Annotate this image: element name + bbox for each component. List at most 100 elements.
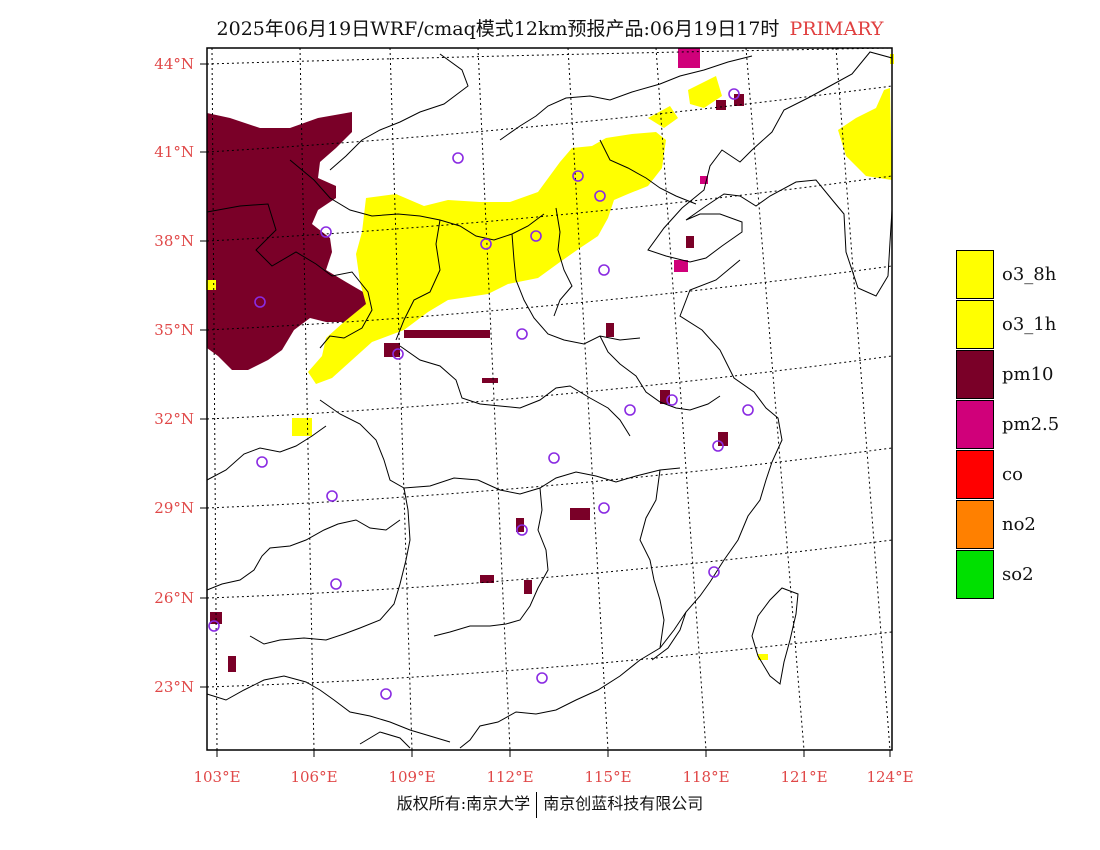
pm10-patch-3 bbox=[686, 236, 694, 248]
lat-line-44 bbox=[206, 47, 893, 65]
o3-region-north-band bbox=[308, 132, 666, 384]
pm10-patch-2 bbox=[384, 343, 400, 357]
station-marker bbox=[624, 404, 636, 416]
border-4 bbox=[511, 233, 641, 345]
pm10-patch-15 bbox=[524, 580, 532, 594]
taiwan-outline bbox=[751, 587, 799, 685]
lat-line-38 bbox=[206, 175, 893, 242]
graticule bbox=[206, 47, 893, 751]
border-15 bbox=[329, 53, 469, 171]
lat-line-35 bbox=[206, 265, 893, 331]
lat-tick-label: 29°N bbox=[154, 499, 194, 517]
pm10-region-northwest bbox=[207, 112, 370, 370]
legend-swatch bbox=[956, 249, 994, 299]
coastline-south bbox=[459, 259, 783, 749]
o3-region-northeast-1 bbox=[688, 76, 722, 108]
station-marker bbox=[666, 394, 678, 406]
lon-line-103 bbox=[211, 47, 218, 751]
lon-line-112 bbox=[477, 47, 511, 751]
station-marker bbox=[320, 226, 332, 238]
lat-tick-label: 44°N bbox=[154, 55, 194, 73]
station-marker bbox=[208, 620, 220, 632]
border-6 bbox=[319, 399, 681, 495]
legend-item: co bbox=[956, 449, 1059, 499]
station-marker bbox=[742, 404, 754, 416]
lat-line-32 bbox=[206, 355, 893, 420]
title-main: 2025年06月19日WRF/cmaq模式12km预报产品:06月19日17时 bbox=[216, 18, 780, 40]
station-marker bbox=[326, 490, 338, 502]
pm10-patch-11 bbox=[716, 100, 726, 110]
station-marker bbox=[572, 170, 584, 182]
admin-borders bbox=[206, 51, 893, 749]
border-2 bbox=[289, 159, 545, 241]
station-marker bbox=[536, 672, 548, 684]
border-18 bbox=[206, 675, 451, 743]
station-marker bbox=[598, 502, 610, 514]
lat-line-23 bbox=[206, 631, 893, 688]
legend-swatch bbox=[956, 349, 994, 399]
station-marker bbox=[256, 456, 268, 468]
station-marker bbox=[516, 328, 528, 340]
station-marker bbox=[392, 348, 404, 360]
border-1 bbox=[206, 203, 373, 349]
station-marker bbox=[708, 566, 720, 578]
legend-label: o3_1h bbox=[1002, 313, 1057, 335]
lon-line-121 bbox=[745, 47, 805, 751]
station-marker bbox=[480, 238, 492, 250]
pm10-patch-14 bbox=[660, 390, 670, 404]
footer-copyright: 版权所有:南京大学 bbox=[396, 794, 531, 813]
title-highlight: PRIMARY bbox=[789, 18, 884, 40]
legend-item: pm10 bbox=[956, 349, 1059, 399]
lon-tick-label: 109°E bbox=[388, 768, 435, 786]
station-marker bbox=[598, 264, 610, 276]
lon-tick-label: 124°E bbox=[866, 768, 913, 786]
legend-item: o3_1h bbox=[956, 299, 1059, 349]
station-marker bbox=[712, 440, 724, 452]
lat-tick-label: 23°N bbox=[154, 678, 194, 696]
pm25-patch-3 bbox=[700, 176, 708, 184]
pollutant-fill-layer bbox=[206, 48, 894, 672]
pm10-patch-10 bbox=[480, 575, 494, 583]
legend-swatch bbox=[956, 299, 994, 349]
legend-label: pm10 bbox=[1002, 363, 1054, 385]
lon-tick-label: 106°E bbox=[290, 768, 337, 786]
pm10-patch-7 bbox=[482, 378, 498, 383]
lon-line-118 bbox=[655, 47, 707, 751]
station-marker bbox=[254, 296, 266, 308]
legend-label: pm2.5 bbox=[1002, 413, 1060, 435]
lon-axis: 103°E 106°E 109°E 112°E 115°E 118°E 121°E 124°E bbox=[193, 750, 914, 786]
lat-tick-label: 26°N bbox=[154, 589, 194, 607]
border-7 bbox=[639, 469, 665, 649]
o3-patch-1 bbox=[292, 418, 312, 436]
lat-tick-label: 35°N bbox=[154, 321, 194, 339]
pm10-patch-6 bbox=[570, 508, 590, 520]
border-8 bbox=[433, 487, 549, 637]
station-marker bbox=[728, 88, 740, 100]
o3-patch-4 bbox=[758, 654, 768, 660]
station-marker bbox=[330, 578, 342, 590]
border-5 bbox=[399, 345, 631, 437]
lon-tick-label: 112°E bbox=[486, 768, 533, 786]
lat-line-29 bbox=[206, 447, 893, 509]
coastline bbox=[647, 51, 893, 297]
pm10-patch-1 bbox=[404, 330, 490, 338]
border-10 bbox=[206, 519, 401, 591]
legend-swatch bbox=[956, 499, 994, 549]
border-12 bbox=[599, 335, 721, 411]
station-marker bbox=[380, 688, 392, 700]
o3-region-east-corner bbox=[838, 88, 892, 180]
chart-title: 2025年06月19日WRF/cmaq模式12km预报产品:06月19日17时 P… bbox=[0, 14, 1100, 41]
lon-line-124 bbox=[835, 47, 891, 751]
lon-tick-label: 118°E bbox=[682, 768, 729, 786]
hainan-outline bbox=[359, 731, 411, 749]
footer-separator bbox=[536, 791, 538, 818]
pm10-patch-12 bbox=[734, 94, 744, 106]
pm10-patch-4 bbox=[606, 323, 614, 337]
o3-patch-2 bbox=[206, 280, 216, 290]
border-16 bbox=[499, 55, 753, 141]
lat-line-26 bbox=[206, 539, 893, 599]
pm10-patch-13 bbox=[718, 432, 728, 446]
border-3 bbox=[395, 219, 441, 341]
station-marker bbox=[530, 230, 542, 242]
